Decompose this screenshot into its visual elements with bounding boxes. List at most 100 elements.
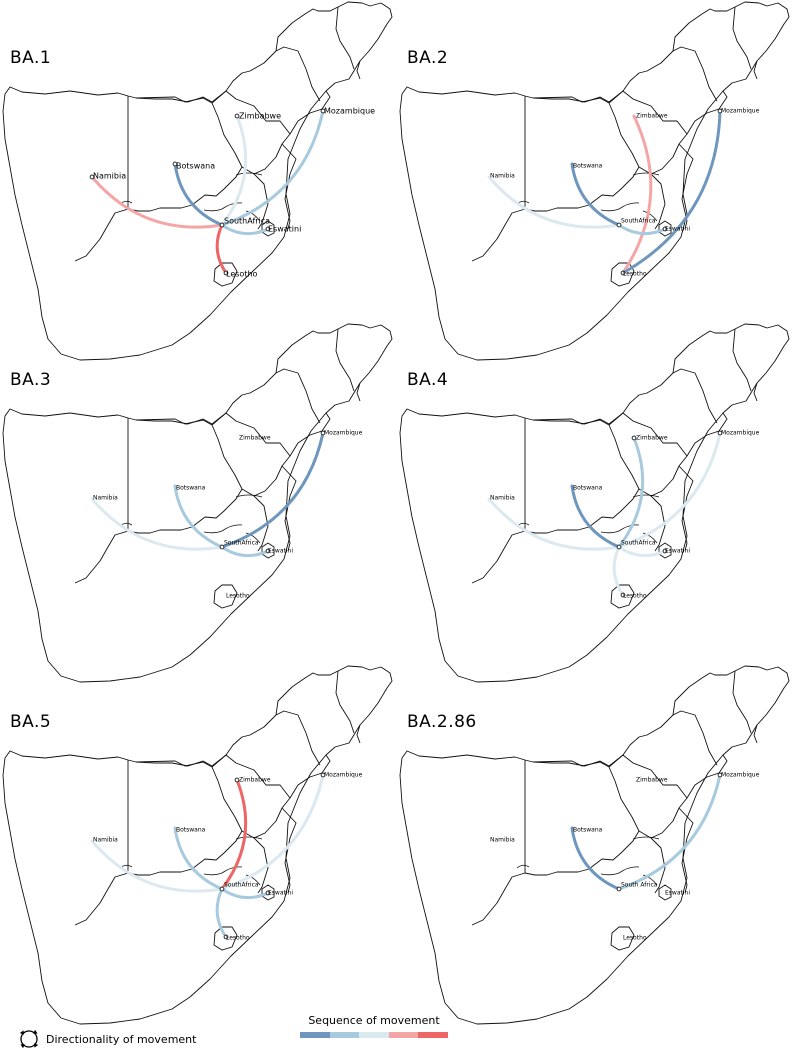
country-border bbox=[127, 418, 243, 534]
country-label: Mozambique bbox=[721, 108, 760, 115]
country-label: Eswatini bbox=[665, 226, 690, 233]
country-label: Namibia bbox=[93, 495, 118, 502]
country-border bbox=[524, 96, 640, 212]
sequence-color-swatch bbox=[359, 1032, 389, 1038]
country-border bbox=[253, 173, 269, 230]
country-border bbox=[642, 210, 658, 222]
location-marker bbox=[219, 886, 225, 892]
location-marker bbox=[717, 430, 723, 436]
country-border bbox=[672, 46, 718, 102]
land-outline bbox=[2, 665, 393, 1025]
movement-arc bbox=[173, 162, 224, 227]
country-border bbox=[608, 412, 688, 497]
land-outline bbox=[399, 1, 790, 361]
location-marker bbox=[219, 544, 225, 550]
map-svg: Namibia Botswana Zimbabwe Mozambique SouthAf… bbox=[399, 323, 790, 683]
map-svg: Namibia Botswana Zimbabwe Mozambique SouthAf… bbox=[399, 1, 790, 361]
location-marker bbox=[631, 435, 637, 441]
country-border bbox=[281, 143, 297, 230]
country-label: Zimbabwe bbox=[239, 435, 271, 442]
lesotho-border bbox=[610, 262, 635, 287]
location-marker bbox=[223, 934, 229, 940]
panel-title: BA.1 bbox=[10, 48, 52, 68]
country-border bbox=[678, 143, 694, 230]
sequence-color-swatch bbox=[388, 1032, 419, 1038]
movement-arc bbox=[90, 839, 224, 893]
country-border bbox=[235, 494, 263, 498]
country-border bbox=[732, 670, 752, 734]
country-border bbox=[732, 328, 752, 392]
country-border bbox=[289, 112, 311, 135]
country-border bbox=[753, 382, 758, 402]
movement-arc bbox=[220, 545, 270, 558]
map-panel-ba5: Namibia Botswana Zimbabwe Mozambique SouthAf… bbox=[0, 664, 396, 1025]
lesotho-border bbox=[610, 926, 635, 951]
country-label: Zimbabwe bbox=[636, 777, 668, 784]
lesotho-border bbox=[610, 584, 635, 609]
country-border bbox=[618, 202, 640, 210]
directionality-label: Directionality of movement bbox=[46, 1032, 197, 1046]
country-border bbox=[753, 60, 758, 80]
panel-title: BA.3 bbox=[10, 370, 52, 390]
country-label: Namibia bbox=[490, 837, 515, 844]
movement-arc bbox=[487, 497, 621, 551]
country-label: Botswana bbox=[573, 827, 603, 834]
country-border bbox=[650, 837, 666, 894]
country-label: SouthAfrica bbox=[224, 540, 259, 547]
map-panel-ba3: Namibia Botswana Zimbabwe Mozambique SouthAf… bbox=[0, 322, 396, 683]
country-label: Mozambique bbox=[324, 772, 363, 779]
movement-arc bbox=[220, 114, 248, 227]
country-border bbox=[608, 90, 688, 175]
country-border bbox=[127, 760, 243, 876]
country-border bbox=[211, 754, 291, 839]
map-panel-ba1: Namibia Botswana Zimbabwe Mozambique SouthAf… bbox=[0, 0, 396, 361]
movement-arc bbox=[617, 436, 645, 549]
location-marker bbox=[320, 772, 326, 778]
country-border bbox=[253, 495, 269, 552]
country-border bbox=[678, 465, 694, 552]
country-label: Botswana bbox=[176, 162, 215, 171]
country-label: Lesotho bbox=[226, 593, 250, 600]
country-label: Namibia bbox=[93, 172, 126, 181]
map-panel-ba2-86: Namibia Botswana Zimbabwe Mozambique South A… bbox=[397, 664, 793, 1025]
location-marker bbox=[219, 222, 225, 228]
movement-arc bbox=[570, 484, 621, 549]
country-border bbox=[686, 434, 708, 457]
country-border bbox=[632, 494, 660, 498]
country-border bbox=[309, 754, 331, 778]
movement-arc bbox=[215, 223, 228, 275]
country-label: Zimbabwe bbox=[239, 112, 281, 121]
country-border bbox=[672, 710, 718, 766]
movement-arc bbox=[612, 545, 625, 597]
panel-title: BA.2 bbox=[407, 48, 449, 68]
country-border bbox=[335, 6, 355, 70]
movement-arc bbox=[570, 162, 621, 227]
country-border bbox=[281, 807, 297, 894]
map-svg: Namibia Botswana Zimbabwe Mozambique SouthAf… bbox=[2, 323, 393, 683]
lesotho-border bbox=[213, 926, 238, 951]
country-label: Mozambique bbox=[324, 107, 375, 116]
country-border bbox=[221, 524, 243, 532]
country-label: SouthAfrica bbox=[621, 540, 656, 547]
country-label: Mozambique bbox=[721, 430, 760, 437]
country-border bbox=[732, 6, 752, 70]
sequence-legend-title: Sequence of movement bbox=[308, 1014, 440, 1027]
country-label: Eswatini bbox=[268, 548, 293, 555]
movement-arc bbox=[173, 484, 224, 549]
location-marker bbox=[662, 548, 668, 554]
location-marker bbox=[265, 548, 271, 554]
movement-arc bbox=[220, 109, 325, 227]
panel-title: BA.5 bbox=[10, 712, 52, 732]
country-border bbox=[686, 112, 708, 135]
country-border bbox=[632, 836, 660, 840]
country-border bbox=[356, 724, 361, 744]
country-border bbox=[335, 328, 355, 392]
country-border bbox=[618, 524, 640, 532]
country-label: Namibia bbox=[93, 837, 118, 844]
country-border bbox=[245, 210, 261, 222]
map-svg: Namibia Botswana Zimbabwe Mozambique South A… bbox=[399, 665, 790, 1025]
sequence-color-swatch bbox=[329, 1032, 360, 1038]
location-marker bbox=[616, 544, 622, 550]
map-panel-ba2: Namibia Botswana Zimbabwe Mozambique SouthAf… bbox=[397, 0, 793, 361]
movement-arc bbox=[617, 773, 722, 891]
